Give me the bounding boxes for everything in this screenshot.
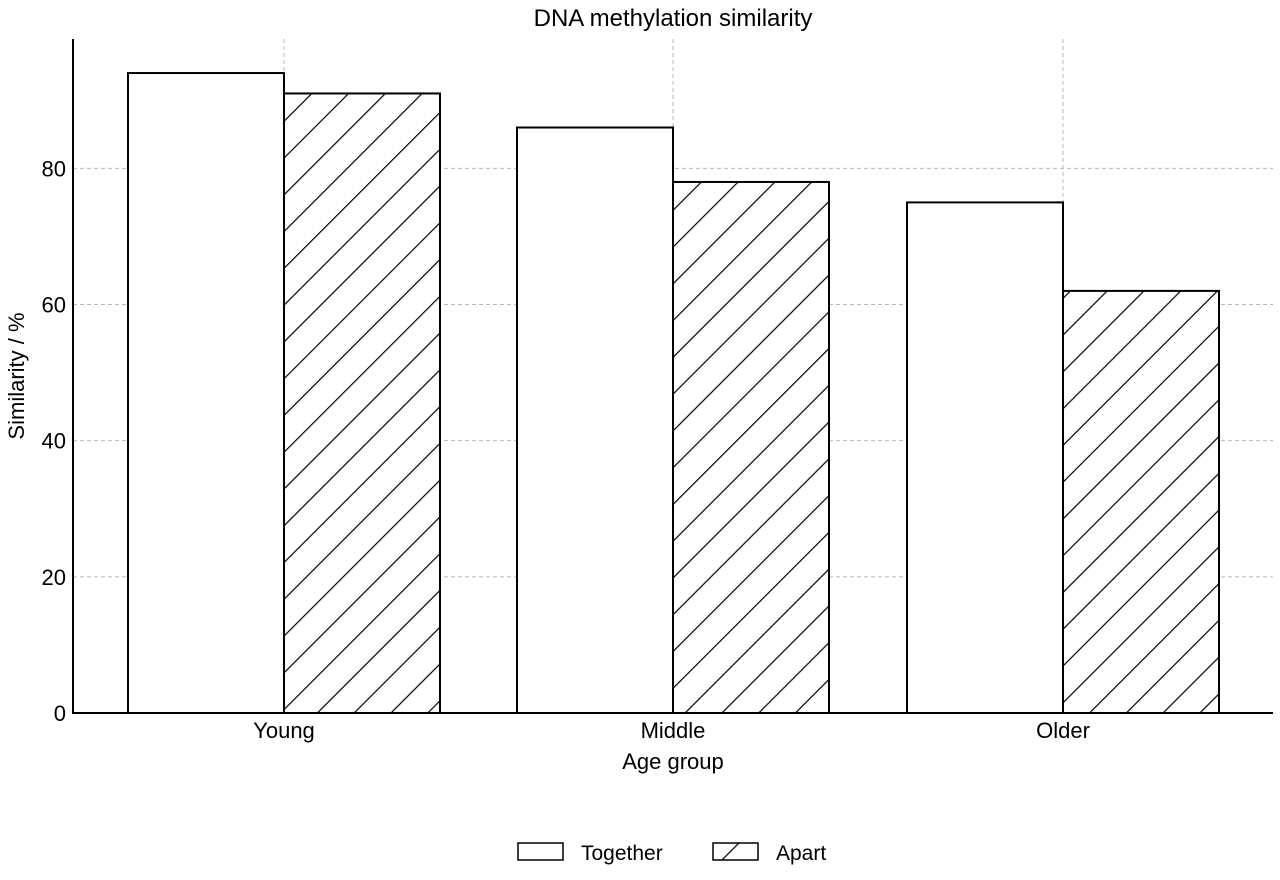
legend-label-together: Together <box>581 842 663 865</box>
bar-together-middle <box>516 126 674 714</box>
bars <box>127 72 1220 714</box>
y-tick-label: 60 <box>42 293 66 318</box>
bar-together-older <box>906 201 1064 714</box>
bar-apart-older <box>1062 289 1220 714</box>
x-tick-labels: Young Middle Older <box>253 718 1090 743</box>
legend-swatch-together <box>517 842 564 861</box>
bar-apart-middle <box>672 180 830 714</box>
y-tick-labels: 0 20 40 60 80 <box>42 156 66 726</box>
legend-swatch-apart <box>712 842 759 861</box>
bar-apart-young <box>283 92 441 714</box>
y-tick-label: 40 <box>42 429 66 454</box>
x-tick-label: Middle <box>641 718 706 743</box>
y-tick-label: 0 <box>54 701 66 726</box>
chart-title: DNA methylation similarity <box>534 5 813 32</box>
legend: Together Apart <box>517 842 826 865</box>
y-tick-label: 20 <box>42 565 66 590</box>
y-tick-label: 80 <box>42 156 66 181</box>
x-tick-label: Older <box>1036 718 1090 743</box>
bar-together-young <box>127 72 285 714</box>
x-tick-label: Young <box>253 718 315 743</box>
y-axis-label: Similarity / % <box>4 312 29 439</box>
legend-label-apart: Apart <box>776 842 826 865</box>
x-axis-label: Age group <box>622 749 724 774</box>
